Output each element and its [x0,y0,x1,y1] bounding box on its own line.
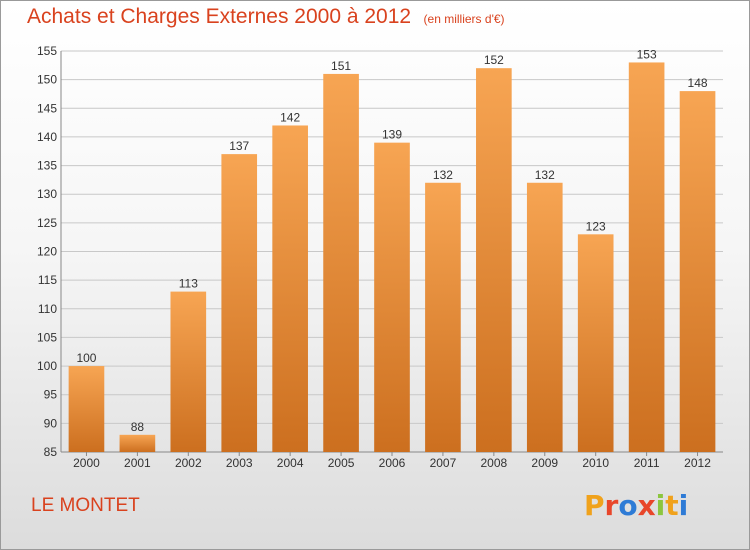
data-label: 152 [484,53,504,67]
bar [374,142,410,452]
bar [425,182,461,452]
x-tick-label: 2007 [430,456,457,470]
label-layer: 100 88 113 137 142 151 139 132 152 132 123 153 148 [76,47,707,433]
data-label: 137 [229,139,249,153]
data-label: 132 [433,168,453,182]
y-tick-label: 155 [37,44,57,58]
data-label: 88 [131,420,145,434]
bar [679,91,716,452]
data-label: 151 [331,59,351,73]
logo-letter: o [618,489,638,522]
y-tick-label: 130 [37,187,57,201]
x-tick-label: 2012 [684,456,711,470]
y-tick-label: 100 [37,359,57,373]
bar [476,68,512,452]
x-tick-label: 2003 [226,456,253,470]
logo-letter: r [604,489,619,522]
chart-title-group: Achats et Charges Externes 2000 à 2012 (… [27,5,505,29]
y-tick-label: 105 [37,330,57,344]
x-tick-label: 2009 [531,456,558,470]
data-label: 132 [535,168,555,182]
proxiti-logo: Proxiti [584,489,688,522]
x-tick-label: 2004 [277,456,304,470]
bar-layer [68,62,716,453]
logo-letter: t [665,489,679,522]
x-tick-label: 2011 [634,456,660,470]
x-tick-label: 2010 [582,456,609,470]
bar [221,154,258,452]
data-label: 113 [179,277,198,291]
data-label: 153 [637,47,657,61]
data-label: 100 [76,351,96,365]
y-tick-label: 120 [37,245,57,259]
y-tick-label: 135 [37,159,57,173]
y-tick-label: 85 [44,445,58,459]
y-tick-label: 95 [44,388,58,402]
data-label: 139 [382,128,402,142]
logo-letter: x [637,489,656,522]
bar [526,182,563,452]
x-tick-label: 2008 [480,456,507,470]
x-tick-label: 2000 [73,456,100,470]
bar [68,366,105,452]
x-tick-label: 2001 [124,456,151,470]
bar [577,234,614,452]
location-name: LE MONTET [31,495,140,516]
bar [119,434,156,452]
bar [272,125,308,452]
chart-subtitle: (en milliers d'€) [423,12,505,26]
bar [170,291,207,452]
logo-letter: P [584,489,605,522]
logo-letter: i [678,489,689,522]
x-tick-label: 2006 [379,456,406,470]
y-tick-label: 115 [38,273,57,287]
y-tick-label: 150 [37,73,57,87]
y-tick-label: 145 [37,101,57,115]
x-tick-label: 2002 [175,456,202,470]
y-tick-label: 140 [37,130,57,144]
x-tick-label: 2005 [328,456,355,470]
data-label: 123 [586,219,606,233]
y-tick-label: 125 [37,216,57,230]
bar [628,62,665,452]
data-label: 148 [688,76,708,90]
logo-letter: i [655,489,666,522]
chart-title: Achats et Charges Externes 2000 à 2012 [27,5,412,28]
data-label: 142 [280,110,300,124]
y-tick-label: 90 [44,416,58,430]
y-tick-label: 110 [38,302,57,316]
bar [323,73,359,453]
